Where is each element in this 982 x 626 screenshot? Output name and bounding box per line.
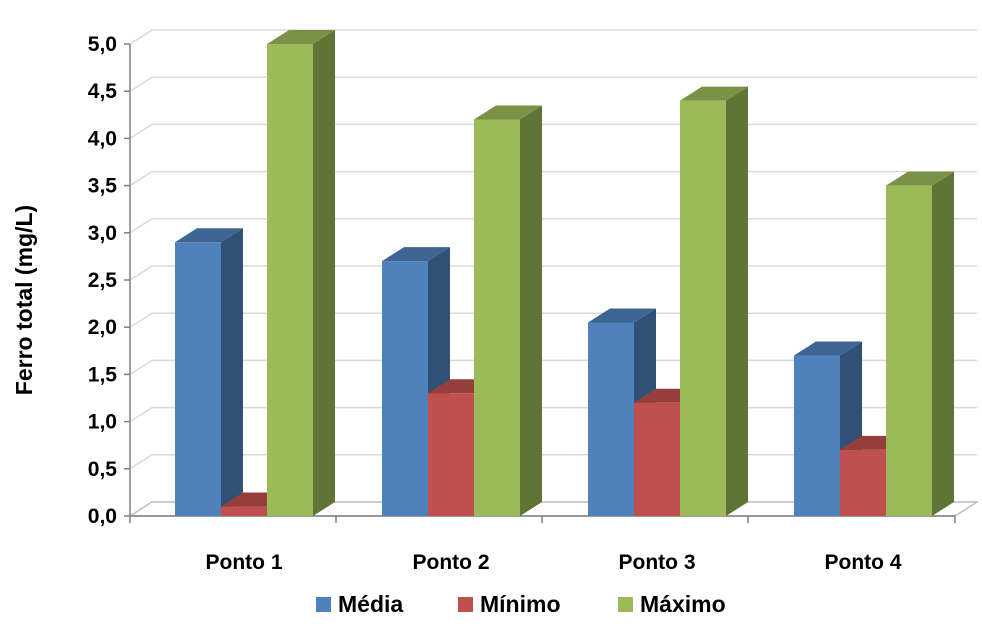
- bar-top: [588, 308, 656, 323]
- legend: Média Mínimo Máximo: [316, 591, 726, 617]
- bar-front: [221, 506, 267, 516]
- x-tick-label: Ponto 2: [413, 551, 490, 574]
- bar-front: [634, 402, 680, 516]
- y-tick-label: 2,5: [88, 269, 118, 292]
- bar: [886, 171, 954, 516]
- gridline: [129, 312, 977, 328]
- y-tick-label: 2,0: [88, 316, 117, 339]
- legend-item: Mínimo: [458, 591, 561, 617]
- y-tick-label: 4,0: [88, 127, 117, 150]
- bar-front: [840, 449, 886, 516]
- bar-side: [520, 105, 542, 517]
- bar-front: [794, 355, 840, 516]
- bar: [474, 105, 542, 517]
- legend-swatch: [458, 597, 473, 612]
- legend-swatch: [316, 597, 331, 612]
- y-axis-label: Ferro total (mg/L): [11, 205, 37, 395]
- bar: [175, 228, 243, 517]
- gridline: [129, 218, 977, 234]
- legend-swatch: [618, 597, 633, 612]
- bar: [267, 30, 335, 516]
- bar-front: [886, 185, 932, 516]
- bar-top: [175, 228, 243, 243]
- x-tick-labels: Ponto 1 Ponto 2 Ponto 3 Ponto 4: [206, 551, 902, 574]
- legend-item: Média: [316, 591, 403, 617]
- bar-top: [886, 171, 954, 186]
- y-tick-label: 3,0: [88, 222, 117, 245]
- bar-top: [267, 30, 335, 44]
- x-tick-label: Ponto 4: [825, 551, 902, 574]
- bar-front: [474, 119, 520, 517]
- bar-front: [588, 322, 634, 516]
- gridline: [129, 170, 977, 187]
- bar-side: [313, 30, 335, 516]
- bar-front: [267, 44, 313, 516]
- y-tick-label: 0,0: [88, 505, 117, 528]
- bar-front: [382, 261, 428, 516]
- bar-side: [932, 171, 954, 516]
- legend-label: Mínimo: [480, 591, 561, 617]
- bar-top: [794, 341, 862, 356]
- bar-top: [382, 247, 450, 262]
- y-tick-label: 1,5: [88, 363, 118, 386]
- bar-top: [680, 86, 748, 101]
- y-tick-labels: 0,0 0,5 1,0 1,5 2,0 2,5 3,0 3,5 4,0 4,5 5,0: [88, 33, 118, 528]
- y-tick-label: 4,5: [88, 80, 118, 103]
- gridline: [129, 29, 977, 45]
- x-tick-label: Ponto 1: [206, 551, 283, 574]
- legend-item: Máximo: [618, 591, 726, 617]
- y-tick-label: 0,5: [88, 458, 118, 481]
- bar-top: [474, 105, 542, 120]
- bar: [680, 86, 748, 516]
- y-tick-label: 5,0: [88, 33, 117, 56]
- legend-label: Média: [338, 591, 403, 617]
- bar-front: [680, 100, 726, 516]
- bar-side: [726, 86, 748, 516]
- y-tick-label: 1,0: [88, 411, 117, 434]
- gridline: [129, 123, 977, 140]
- y-tick-label: 3,5: [88, 175, 118, 198]
- bar-side: [221, 228, 243, 517]
- bar-front: [175, 242, 221, 517]
- x-tick-label: Ponto 3: [619, 551, 696, 574]
- grid-lines: [129, 29, 977, 517]
- legend-label: Máximo: [640, 591, 726, 617]
- gridline: [129, 76, 977, 92]
- bar-front: [428, 393, 474, 516]
- gridline: [129, 265, 977, 281]
- bars: [175, 30, 954, 517]
